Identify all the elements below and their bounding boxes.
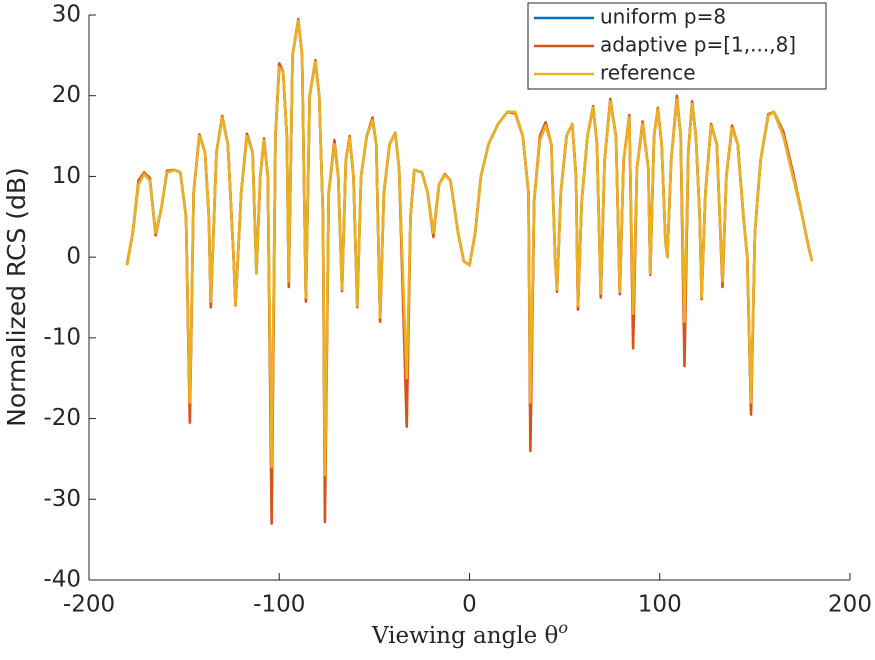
y-tick-label: 0 [66, 244, 81, 270]
legend-label: uniform p=8 [600, 5, 726, 29]
data-line [125, 19, 814, 477]
x-tick-label: -100 [253, 592, 305, 618]
x-tick-label: -200 [63, 592, 115, 618]
y-tick-label: 20 [52, 82, 81, 108]
x-tick-label: 100 [638, 592, 682, 618]
y-tick-label: -40 [43, 567, 81, 593]
y-tick-label: 30 [52, 2, 81, 28]
y-tick-label: 10 [52, 163, 81, 189]
legend-label: adaptive p=[1,...,8] [600, 33, 796, 57]
x-tick-label: 200 [828, 592, 872, 618]
y-tick-label: -30 [43, 486, 81, 512]
x-axis-label-sup: o [558, 618, 568, 637]
x-tick-label: 0 [462, 592, 477, 618]
x-axis-label-text: Viewing angle θ [371, 623, 558, 649]
x-axis-label: Viewing angle θo [371, 618, 568, 650]
legend-label: reference [600, 61, 696, 85]
y-axis-label: Normalized RCS (dB) [2, 167, 31, 427]
y-tick-label: -10 [43, 324, 81, 350]
y-tick-label: -20 [43, 405, 81, 431]
legend: uniform p=8 adaptive p=[1,...,8] reference [527, 2, 827, 90]
